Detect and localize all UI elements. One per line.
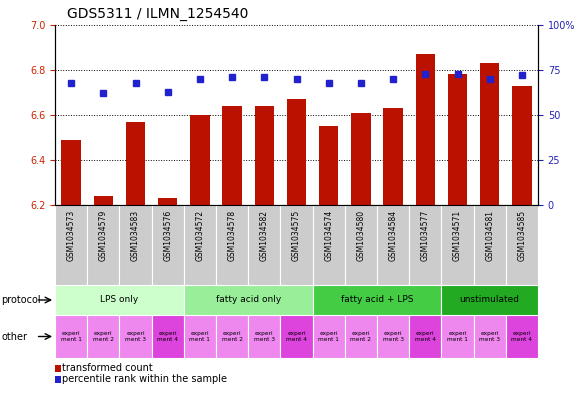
Bar [287, 99, 306, 205]
Bar [280, 205, 313, 285]
Bar [416, 54, 435, 205]
Text: experi
ment 1: experi ment 1 [61, 331, 82, 342]
Bar [313, 285, 441, 315]
Bar [158, 198, 177, 205]
Text: experi
ment 3: experi ment 3 [254, 331, 275, 342]
Text: experi
ment 3: experi ment 3 [479, 331, 500, 342]
Text: GSM1034580: GSM1034580 [356, 210, 365, 261]
Text: GSM1034574: GSM1034574 [324, 210, 333, 261]
Text: experi
ment 4: experi ment 4 [415, 331, 436, 342]
Text: experi
ment 2: experi ment 2 [222, 331, 242, 342]
Bar [409, 315, 441, 358]
Text: GSM1034575: GSM1034575 [292, 210, 301, 261]
Text: GSM1034573: GSM1034573 [67, 210, 75, 261]
Bar [55, 205, 87, 285]
Text: experi
ment 4: experi ment 4 [286, 331, 307, 342]
Text: experi
ment 3: experi ment 3 [125, 331, 146, 342]
Bar [223, 106, 242, 205]
Bar [313, 205, 345, 285]
Text: experi
ment 4: experi ment 4 [157, 331, 178, 342]
Bar [216, 205, 248, 285]
Text: other: other [1, 332, 27, 342]
Bar [351, 113, 371, 205]
Text: GSM1034582: GSM1034582 [260, 210, 269, 261]
Text: GSM1034584: GSM1034584 [389, 210, 398, 261]
Bar [441, 285, 538, 315]
Bar [151, 205, 184, 285]
Bar [55, 315, 87, 358]
Bar [319, 126, 338, 205]
Text: GSM1034578: GSM1034578 [227, 210, 237, 261]
Text: experi
ment 1: experi ment 1 [190, 331, 211, 342]
Text: experi
ment 1: experi ment 1 [318, 331, 339, 342]
Bar [377, 205, 409, 285]
Text: experi
ment 3: experi ment 3 [383, 331, 404, 342]
Text: GSM1034576: GSM1034576 [163, 210, 172, 261]
Bar [441, 315, 474, 358]
Bar [119, 315, 151, 358]
Text: GSM1034577: GSM1034577 [421, 210, 430, 261]
Bar [87, 205, 119, 285]
Text: GSM1034579: GSM1034579 [99, 210, 108, 261]
Bar [313, 315, 345, 358]
Bar [255, 106, 274, 205]
Text: unstimulated: unstimulated [460, 296, 520, 305]
Bar [93, 196, 113, 205]
Text: LPS only: LPS only [100, 296, 139, 305]
Bar [126, 122, 145, 205]
Bar [506, 315, 538, 358]
Bar [280, 315, 313, 358]
Bar [480, 63, 499, 205]
Text: fatty acid + LPS: fatty acid + LPS [341, 296, 413, 305]
Text: GSM1034581: GSM1034581 [485, 210, 494, 261]
Text: transformed count: transformed count [62, 363, 153, 373]
Bar [474, 205, 506, 285]
Bar [512, 86, 531, 205]
Bar [409, 205, 441, 285]
Text: GSM1034571: GSM1034571 [453, 210, 462, 261]
Bar [151, 315, 184, 358]
Bar [190, 115, 209, 205]
Bar [248, 205, 280, 285]
Bar [184, 285, 313, 315]
Bar [474, 315, 506, 358]
Bar [61, 140, 81, 205]
Bar [87, 315, 119, 358]
Text: experi
ment 4: experi ment 4 [512, 331, 532, 342]
Text: percentile rank within the sample: percentile rank within the sample [62, 374, 227, 384]
Bar [441, 205, 474, 285]
Bar [248, 315, 280, 358]
Bar [345, 315, 377, 358]
Text: GSM1034585: GSM1034585 [517, 210, 527, 261]
Bar [119, 205, 151, 285]
Text: experi
ment 2: experi ment 2 [350, 331, 371, 342]
Text: GSM1034572: GSM1034572 [195, 210, 204, 261]
Bar [184, 315, 216, 358]
Text: experi
ment 2: experi ment 2 [93, 331, 114, 342]
Text: GSM1034583: GSM1034583 [131, 210, 140, 261]
Text: GDS5311 / ILMN_1254540: GDS5311 / ILMN_1254540 [67, 7, 248, 21]
Bar [506, 205, 538, 285]
Text: experi
ment 1: experi ment 1 [447, 331, 468, 342]
Bar [448, 75, 467, 205]
Bar [377, 315, 409, 358]
Bar [216, 315, 248, 358]
Text: protocol: protocol [1, 295, 41, 305]
Bar [345, 205, 377, 285]
Bar [55, 285, 184, 315]
Text: fatty acid only: fatty acid only [216, 296, 281, 305]
Bar [184, 205, 216, 285]
Bar [383, 108, 403, 205]
